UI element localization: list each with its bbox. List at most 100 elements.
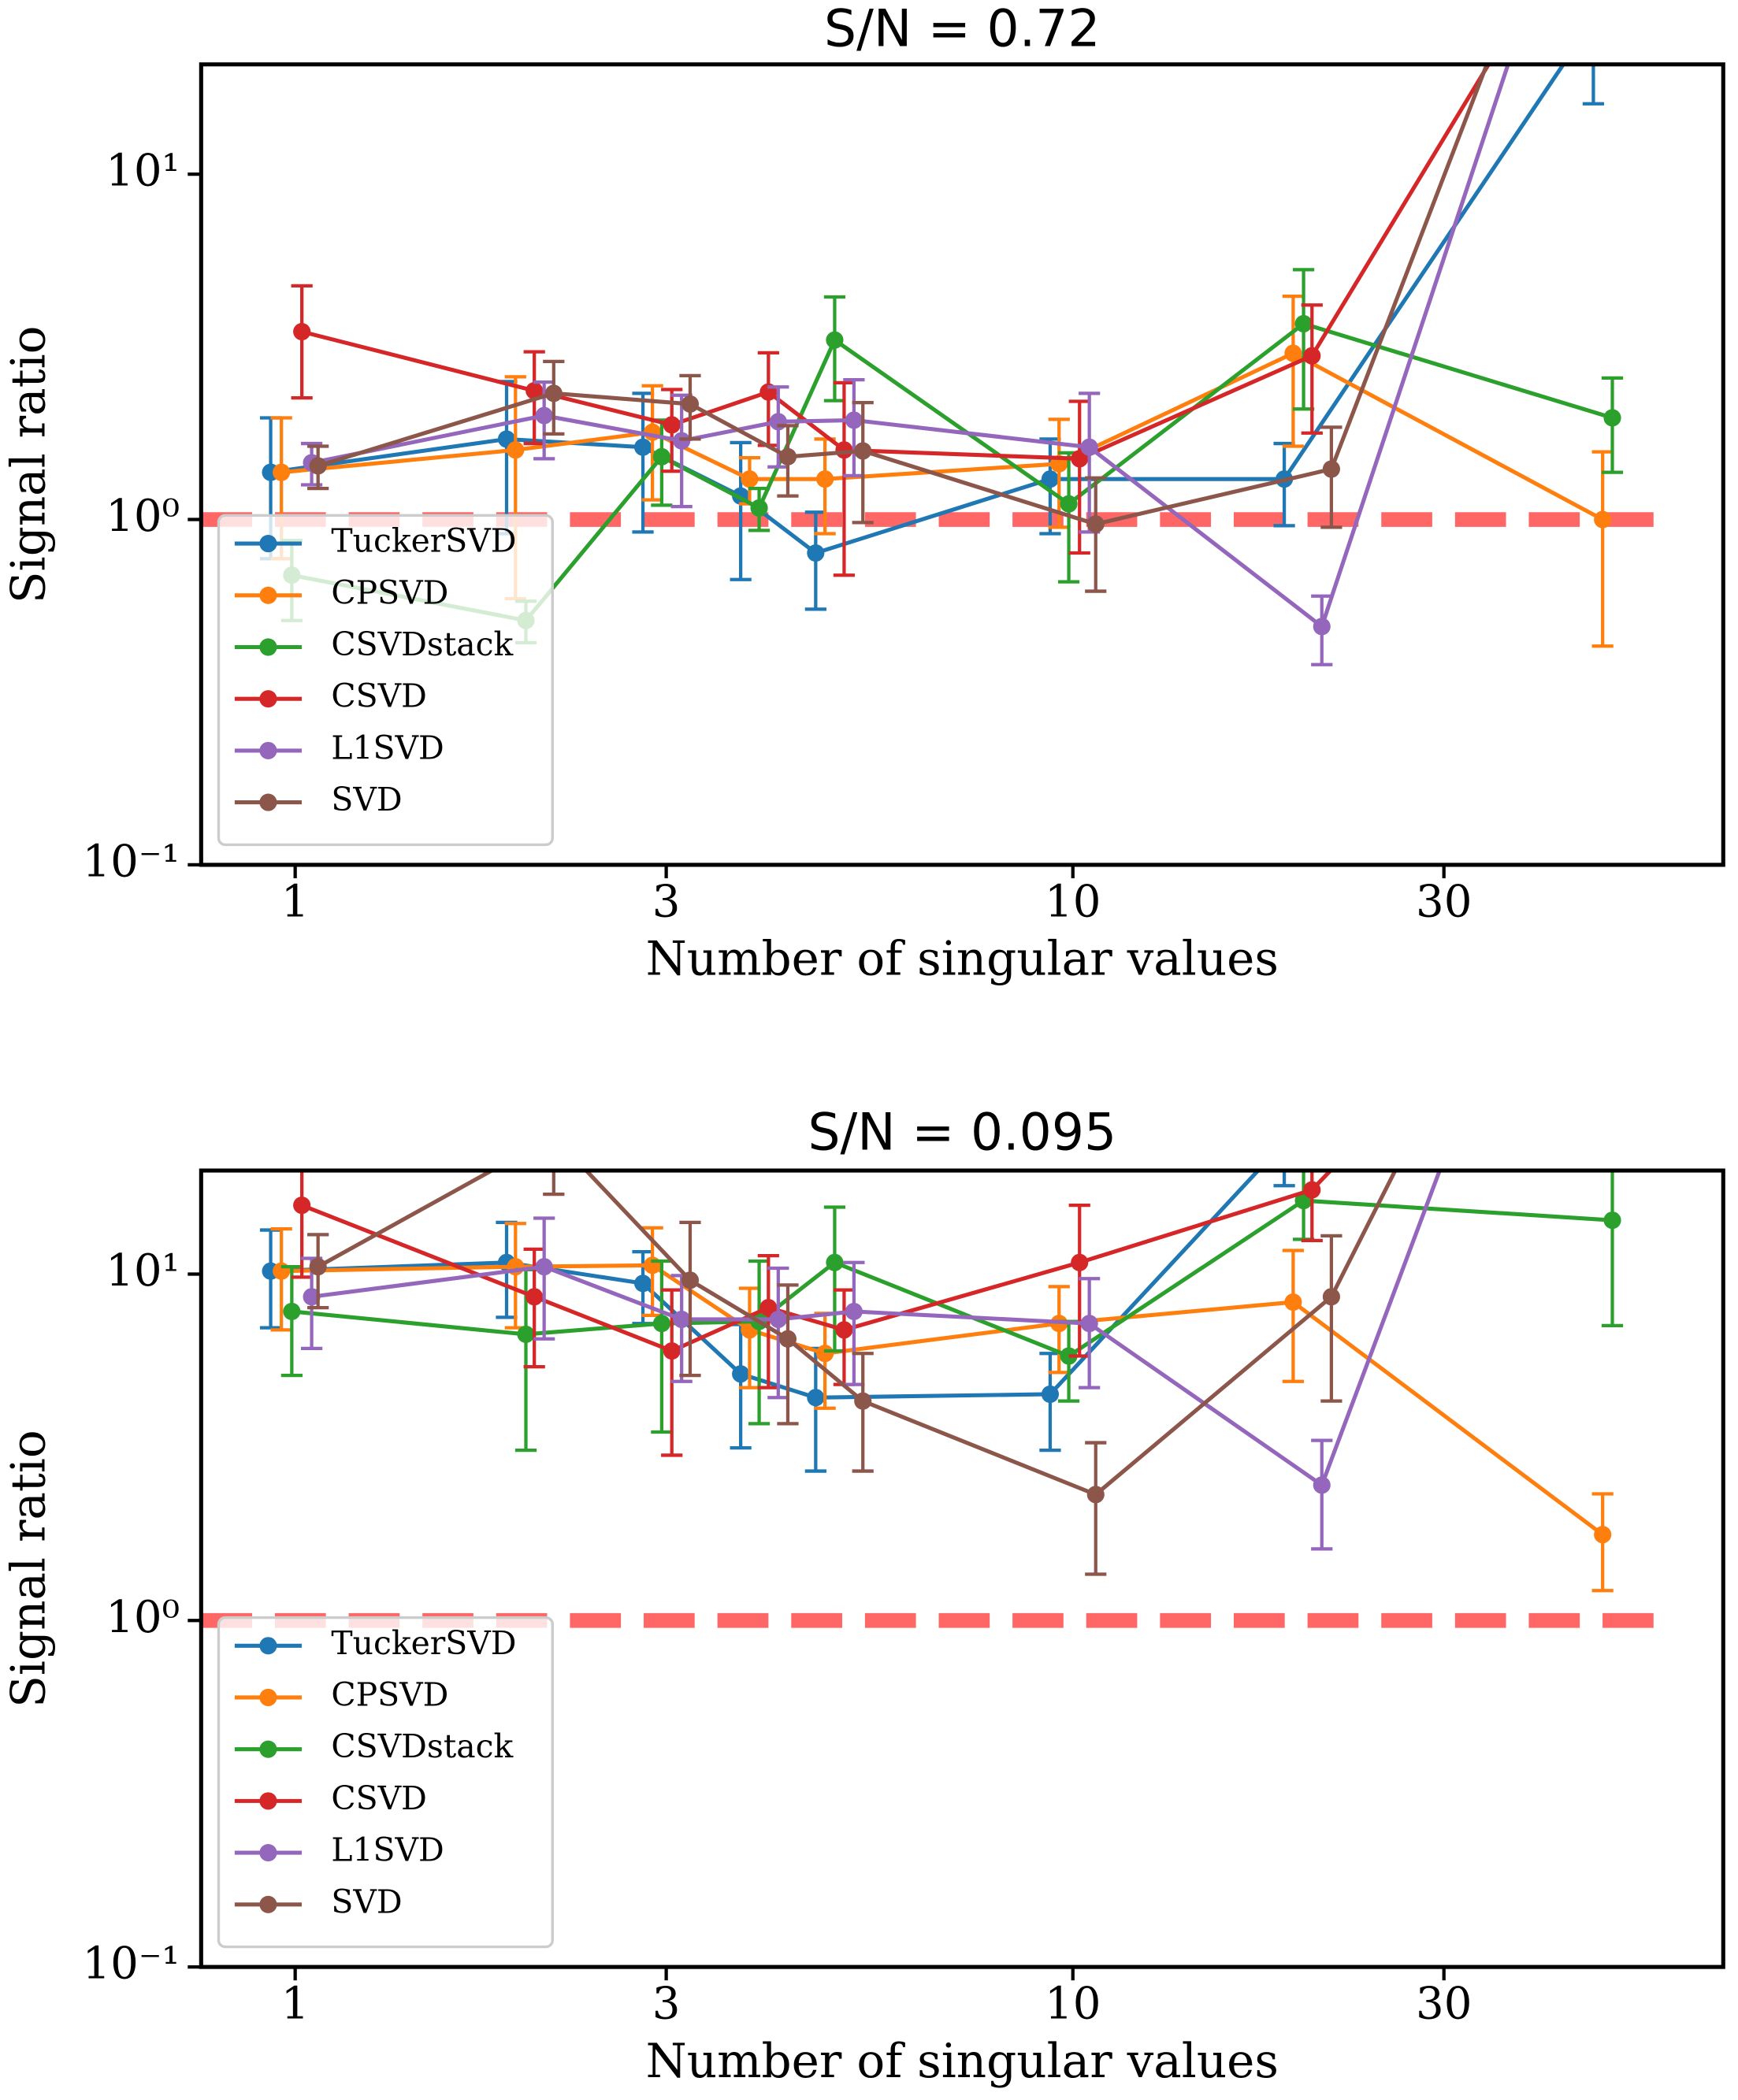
data-point xyxy=(1584,11,1602,28)
legend-marker xyxy=(259,1895,277,1913)
data-point xyxy=(545,1127,563,1145)
y-axis-label: Signal ratio xyxy=(2,1430,56,1708)
data-point xyxy=(633,1274,652,1293)
data-point xyxy=(1080,1315,1098,1333)
chart-title: S/N = 0.095 xyxy=(808,1103,1116,1162)
legend-label: CSVD xyxy=(331,677,426,715)
data-point xyxy=(309,1258,327,1276)
data-point xyxy=(507,441,525,459)
data-point xyxy=(835,1321,853,1339)
legend-label: CPSVD xyxy=(331,573,448,611)
data-point xyxy=(544,384,563,403)
data-point xyxy=(652,447,670,466)
data-point xyxy=(663,416,681,434)
legend: TuckerSVD CPSVD CSVDstack CSVD L1SVD SVD xyxy=(217,1616,554,1949)
y-tick-label: 10⁻¹ xyxy=(82,1939,180,1990)
x-tick-label: 30 xyxy=(1416,1979,1472,2030)
legend-label: TuckerSVD xyxy=(331,522,516,560)
data-point xyxy=(1303,1181,1321,1199)
data-point xyxy=(681,1271,700,1289)
data-point xyxy=(293,1197,311,1215)
x-tick-label: 1 xyxy=(281,876,310,927)
data-point xyxy=(1071,450,1089,468)
x-tick-label: 10 xyxy=(1045,876,1101,927)
data-point xyxy=(663,1341,681,1360)
data-point xyxy=(633,438,652,456)
x-axis-label: Number of singular values xyxy=(646,2035,1279,2089)
data-point xyxy=(816,470,834,488)
data-point xyxy=(1603,409,1621,427)
data-point xyxy=(807,1389,825,1407)
data-point xyxy=(1313,1476,1331,1494)
data-point xyxy=(1060,495,1078,513)
data-point xyxy=(1303,347,1321,365)
legend-label: CPSVD xyxy=(331,1675,448,1713)
data-point xyxy=(273,1262,291,1280)
data-point xyxy=(1060,1347,1078,1365)
x-tick-label: 30 xyxy=(1416,876,1472,927)
data-point xyxy=(293,322,311,341)
legend-label: SVD xyxy=(331,781,402,818)
axes-frame xyxy=(199,62,1725,867)
data-point xyxy=(750,499,768,517)
y-tick-label: 10⁻¹ xyxy=(82,836,180,887)
y-tick-label: 10¹ xyxy=(106,146,180,197)
data-point xyxy=(741,470,759,488)
legend-marker xyxy=(259,741,277,759)
x-axis-label: Number of singular values xyxy=(646,933,1279,987)
plot-area xyxy=(201,11,1655,666)
legend-marker xyxy=(259,1792,277,1810)
legend-label: L1SVD xyxy=(331,729,444,766)
data-point xyxy=(681,395,700,413)
legend-marker xyxy=(259,535,277,553)
data-point xyxy=(845,411,863,429)
legend-frame xyxy=(217,1616,554,1949)
axes-frame xyxy=(199,1168,1725,1969)
data-point xyxy=(759,1299,778,1317)
data-point xyxy=(1071,1253,1089,1271)
x-tick-label: 3 xyxy=(652,1979,681,2030)
data-point xyxy=(652,1315,670,1333)
legend-marker xyxy=(259,1740,277,1758)
data-point xyxy=(1623,649,1640,666)
legend-label: L1SVD xyxy=(331,1831,444,1869)
series-line xyxy=(292,1198,1613,1359)
data-point xyxy=(1313,618,1331,636)
data-point xyxy=(517,1325,535,1344)
data-point xyxy=(1322,1288,1340,1306)
data-point xyxy=(1632,677,1649,694)
data-point xyxy=(854,1392,872,1410)
data-point xyxy=(1322,460,1340,478)
x-tick-label: 3 xyxy=(652,876,681,927)
series-line xyxy=(311,64,1510,630)
legend-marker xyxy=(259,793,277,811)
data-point xyxy=(1276,1133,1293,1151)
data-point xyxy=(273,463,291,481)
x-tick-label: 1 xyxy=(281,1979,310,2030)
legend: TuckerSVD CPSVD CSVDstack CSVD L1SVD SVD xyxy=(217,514,554,847)
x-tick-label: 10 xyxy=(1045,1979,1101,2030)
legend-marker xyxy=(259,1637,277,1655)
data-point xyxy=(644,1256,662,1274)
series-line xyxy=(311,1171,1443,1489)
data-point xyxy=(826,1253,844,1271)
data-point xyxy=(816,1345,834,1363)
series-line xyxy=(317,1171,1398,1497)
data-point xyxy=(778,447,797,466)
y-tick-label: 10⁰ xyxy=(106,1592,180,1643)
legend-label: CSVDstack xyxy=(331,625,514,663)
y-tick-label: 10¹ xyxy=(106,1245,180,1297)
data-point xyxy=(845,1302,863,1320)
data-point xyxy=(854,442,872,460)
legend-marker xyxy=(259,1688,277,1707)
data-point xyxy=(1041,470,1060,488)
legend-frame xyxy=(217,514,554,847)
data-point xyxy=(732,1365,750,1383)
data-point xyxy=(807,544,825,562)
legend-label: TuckerSVD xyxy=(331,1624,516,1662)
series-line xyxy=(270,64,1566,555)
legend-marker xyxy=(259,1844,277,1862)
data-point xyxy=(1284,1293,1302,1312)
